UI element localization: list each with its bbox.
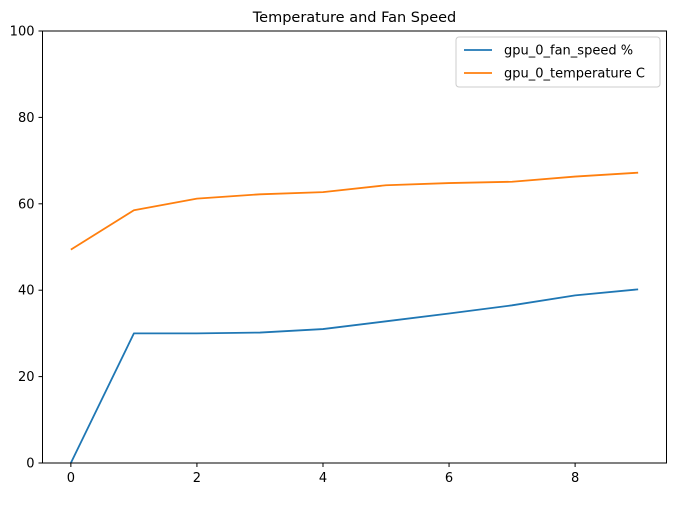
y-tick-label: 60 bbox=[18, 197, 35, 212]
plot-area bbox=[42, 31, 667, 463]
y-tick-label: 20 bbox=[18, 370, 35, 385]
x-tick-label: 6 bbox=[445, 471, 453, 486]
x-tick-label: 2 bbox=[193, 471, 201, 486]
y-tick-label: 40 bbox=[18, 284, 35, 299]
legend: gpu_0_fan_speed % gpu_0_temperature C bbox=[455, 36, 661, 88]
series-line-temperature bbox=[70, 171, 639, 251]
x-tick-label: 4 bbox=[319, 471, 327, 486]
x-tick-label: 0 bbox=[67, 471, 75, 486]
chart-title: Temperature and Fan Speed bbox=[252, 10, 457, 26]
legend-label-temperature: gpu_0_temperature C bbox=[504, 67, 645, 82]
y-tick-label: 80 bbox=[18, 111, 35, 126]
series-layer bbox=[70, 171, 639, 464]
y-axis-ticks: 0 20 40 60 80 100 bbox=[10, 25, 43, 472]
legend-box bbox=[455, 36, 661, 88]
legend-label-fan-speed: gpu_0_fan_speed % bbox=[504, 44, 633, 59]
x-tick-label: 8 bbox=[571, 471, 579, 486]
x-axis-ticks: 0 2 4 6 8 bbox=[67, 463, 579, 486]
y-tick-label: 0 bbox=[26, 457, 34, 472]
series-line-fan-speed bbox=[70, 288, 639, 464]
y-tick-label: 100 bbox=[10, 25, 35, 40]
plot-frame bbox=[42, 30, 667, 464]
